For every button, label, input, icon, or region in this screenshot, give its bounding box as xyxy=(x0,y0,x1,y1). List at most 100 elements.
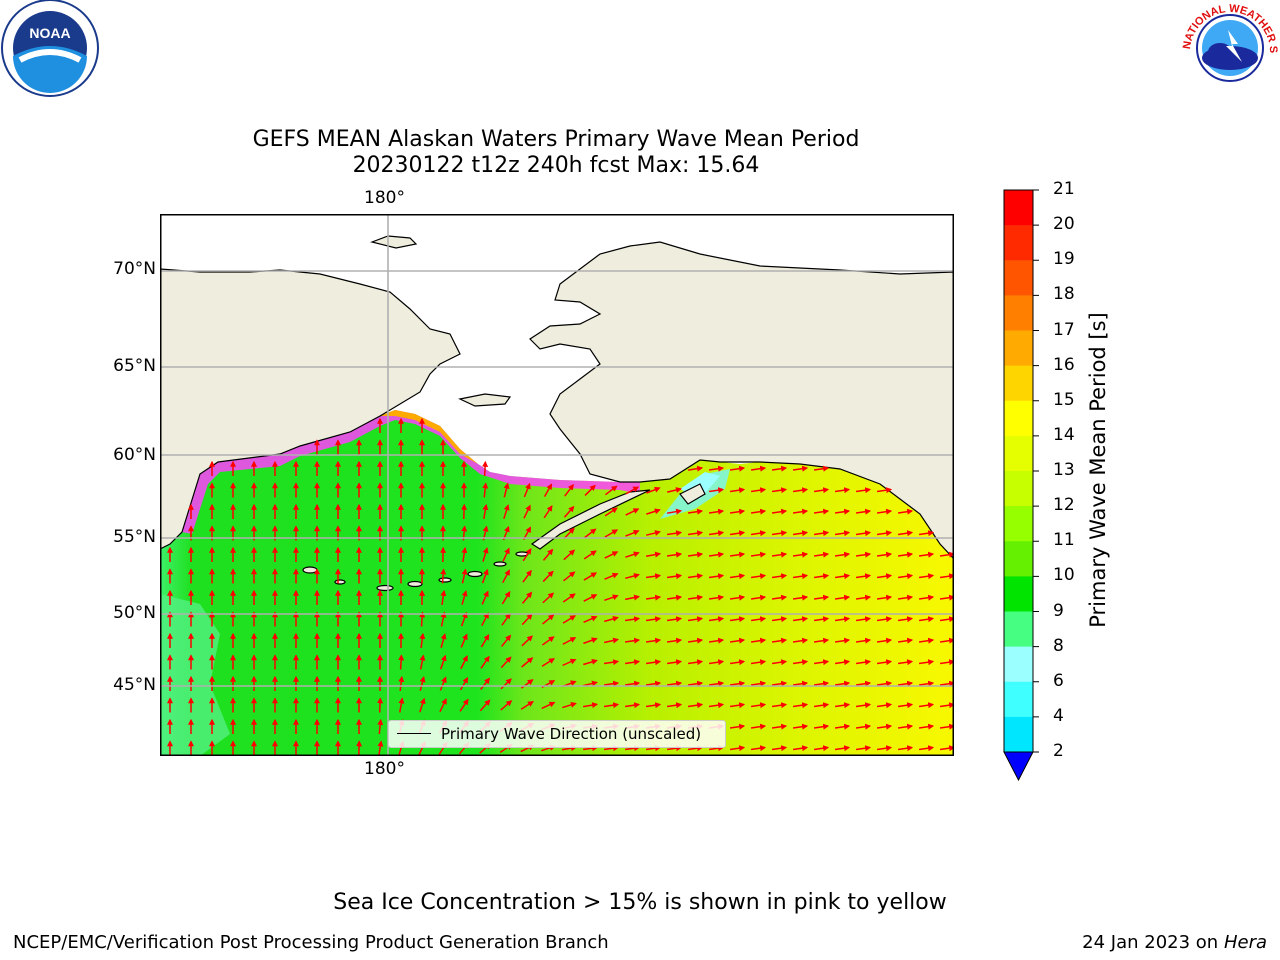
wave-arrow xyxy=(813,723,830,730)
colorbar-tick-label: 8 xyxy=(1053,635,1064,656)
wave-arrow xyxy=(918,680,935,687)
colorbar-band xyxy=(1004,541,1033,577)
wave-arrow xyxy=(855,530,872,537)
colorbar-tick-label: 18 xyxy=(1053,284,1075,305)
wave-arrow xyxy=(604,551,619,559)
colorbar-tick-label: 19 xyxy=(1053,249,1075,270)
wave-arrow xyxy=(855,508,872,515)
wave-arrow xyxy=(459,698,469,712)
wave-arrow xyxy=(419,676,426,691)
wave-arrow xyxy=(792,616,809,623)
wave-arrow xyxy=(480,655,490,669)
wave-arrow xyxy=(461,568,468,584)
wave-arrow xyxy=(708,508,725,515)
wave-arrow xyxy=(771,508,788,515)
wave-arrow xyxy=(603,680,620,687)
wave-arrow xyxy=(918,616,935,623)
legend-line-swatch xyxy=(397,733,431,734)
wave-arrow xyxy=(792,702,809,709)
wave-arrow xyxy=(708,616,725,623)
wave-arrow xyxy=(771,594,788,601)
wave-arrow xyxy=(897,551,914,558)
noaa-logo: NOAA xyxy=(1,0,99,97)
chart-title-line1: GEFS MEAN Alaskan Waters Primary Wave Me… xyxy=(252,127,860,152)
wave-arrow xyxy=(876,616,893,623)
wave-arrow xyxy=(377,718,384,735)
wave-arrow xyxy=(897,702,914,709)
wave-arrow xyxy=(855,637,872,644)
wave-arrow xyxy=(792,487,809,494)
land-masses xyxy=(160,235,954,560)
wave-arrow xyxy=(419,632,426,649)
wave-arrow xyxy=(503,504,510,519)
wave-arrow xyxy=(563,505,575,518)
wave-arrow xyxy=(666,637,683,644)
wave-arrow xyxy=(939,573,954,580)
land-kodiak xyxy=(679,483,706,505)
colorbar-band xyxy=(1004,471,1033,507)
wave-arrow xyxy=(542,570,554,583)
colorbar-band xyxy=(1004,225,1033,261)
wave-arrow xyxy=(855,487,872,494)
wave-arrow xyxy=(624,680,641,687)
wave-arrow xyxy=(792,573,809,580)
wave-arrow xyxy=(897,659,914,666)
wave-arrow xyxy=(750,530,767,537)
wave-arrow xyxy=(918,637,935,644)
colorbar-band xyxy=(1004,365,1033,402)
nws-logo: NATIONAL WEATHER SERVICE xyxy=(1178,0,1279,93)
wave-arrow xyxy=(813,637,830,644)
colorbar-tick-label: 11 xyxy=(1053,530,1075,551)
colorbar-tick-label: 12 xyxy=(1053,495,1075,516)
wave-arrow xyxy=(729,465,746,472)
wave-arrow xyxy=(460,611,468,627)
sea-ice-note: Sea Ice Concentration > 15% is shown in … xyxy=(333,890,947,915)
colorbar-tick-label: 4 xyxy=(1053,705,1064,726)
wave-arrow xyxy=(729,680,746,687)
colorbar-band xyxy=(1004,716,1033,753)
wave-arrow xyxy=(624,616,641,623)
wave-arrow xyxy=(604,529,619,538)
wave-arrow xyxy=(480,677,491,690)
lat-label-55: 55°N xyxy=(113,527,156,547)
wave-arrow xyxy=(563,549,576,561)
lat-label-60: 60°N xyxy=(113,445,156,465)
wave-arrow xyxy=(583,680,598,687)
wave-arrow xyxy=(729,573,746,580)
wave-arrow xyxy=(645,573,662,580)
wave-arrow xyxy=(500,700,513,711)
colorbar-band xyxy=(1004,435,1033,472)
wave-arrow xyxy=(687,573,704,580)
wave-arrow xyxy=(460,655,468,670)
wave-arrow xyxy=(666,616,683,623)
wave-arrow xyxy=(750,745,767,752)
wave-arrow xyxy=(834,637,851,644)
wave-arrow xyxy=(398,654,405,670)
wave-arrow xyxy=(625,508,640,516)
wave-arrow xyxy=(542,548,554,561)
wave-arrow xyxy=(792,465,809,472)
wave-arrow xyxy=(582,702,599,709)
footer-date-text: 24 Jan 2023 on xyxy=(1082,932,1224,953)
wave-arrow xyxy=(564,483,574,497)
colorbar-band xyxy=(1004,506,1033,542)
wave-arrow xyxy=(625,486,640,495)
wave-arrow xyxy=(687,616,704,623)
colorbar-tick-label: 16 xyxy=(1053,354,1075,375)
wave-arrow xyxy=(771,659,788,666)
wave-arrow xyxy=(750,680,767,687)
wave-arrow xyxy=(750,487,767,494)
wave-arrow xyxy=(813,680,830,687)
wave-arrow xyxy=(750,594,767,601)
wave-arrow xyxy=(645,616,662,623)
wave-arrow xyxy=(460,633,468,648)
wave-arrow xyxy=(813,508,830,515)
wave-arrow xyxy=(502,569,510,584)
wave-arrow xyxy=(440,654,447,670)
wave-arrow xyxy=(918,659,935,666)
wave-arrow xyxy=(918,551,935,558)
wave-arrow xyxy=(834,659,851,666)
wave-arrow xyxy=(897,723,914,730)
wave-arrow xyxy=(855,659,872,666)
wave-arrow xyxy=(729,508,746,515)
